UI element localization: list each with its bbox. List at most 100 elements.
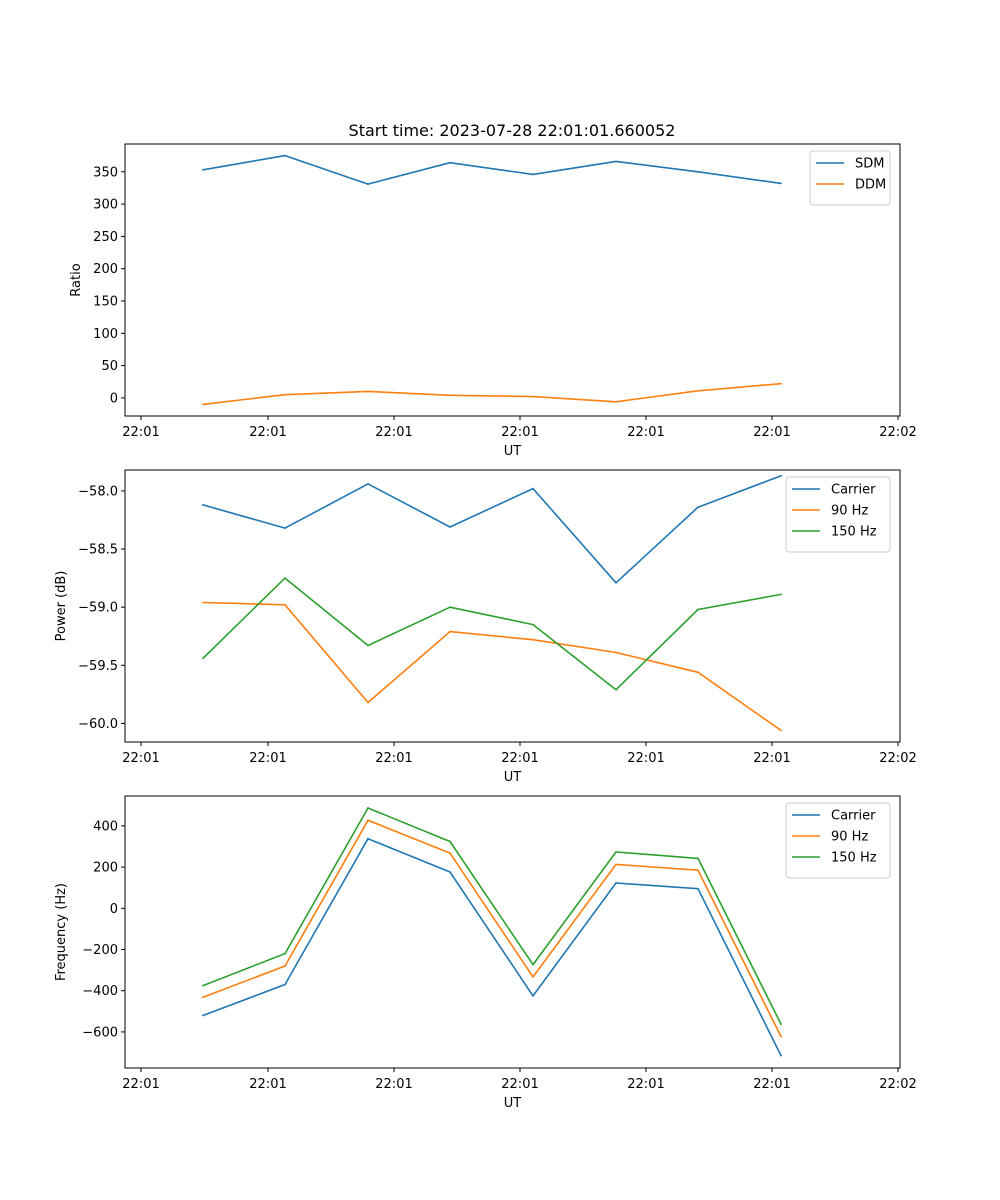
data-point <box>367 701 369 704</box>
x-tick-label: 22:01 <box>249 425 286 440</box>
data-point <box>615 160 617 163</box>
data-point <box>367 819 369 822</box>
data-point <box>697 869 699 872</box>
data-point <box>780 1023 782 1025</box>
legend-label: 150 Hz <box>831 525 877 540</box>
x-tick-label: 22:01 <box>375 1077 412 1092</box>
data-point <box>202 1014 204 1017</box>
y-tick-label: 0 <box>110 391 118 406</box>
data-point <box>449 161 451 164</box>
subplot-panels: 22:01 22:01 22:01 22:01 22:01 22:01 22:02 0 50 10… <box>54 143 917 1111</box>
series-line-carrier <box>202 475 782 584</box>
data-point <box>780 382 782 385</box>
x-axis-label: UT <box>504 770 522 785</box>
x-tick-label: 22:01 <box>501 1077 538 1092</box>
axes-frame <box>124 469 901 743</box>
y-tick-label: −59.5 <box>78 659 118 674</box>
series-line-90-hz <box>202 819 782 1037</box>
x-tick-label: 22:01 <box>249 751 286 766</box>
x-axis-label: UT <box>504 444 522 459</box>
legend-label: DDM <box>855 178 886 193</box>
subplot-2: 22:01 22:01 22:01 22:01 22:01 22:01 22:02 −60.0… <box>54 469 917 785</box>
data-point <box>449 871 451 873</box>
data-point <box>202 168 204 171</box>
data-point <box>615 581 617 584</box>
data-point <box>780 1054 782 1057</box>
data-point <box>532 173 534 176</box>
data-point <box>367 807 369 809</box>
data-point <box>780 474 782 477</box>
x-tick-label: 22:01 <box>122 425 159 440</box>
y-tick-label: 200 <box>93 262 118 277</box>
y-tick-label: 250 <box>93 230 118 245</box>
series-line-150-hz <box>202 577 782 691</box>
legend-label: Carrier <box>831 483 876 498</box>
legend: Carrier 90 Hz 150 Hz <box>785 802 891 879</box>
legend-label: 150 Hz <box>831 851 877 866</box>
x-tick-label: 22:01 <box>627 751 664 766</box>
data-point <box>449 630 451 633</box>
data-point <box>615 882 617 884</box>
data-point <box>532 963 534 966</box>
data-point <box>697 671 699 674</box>
x-tick-label: 22:01 <box>627 1077 664 1092</box>
data-point <box>202 601 204 604</box>
x-tick-label: 22:01 <box>122 1077 159 1092</box>
data-point <box>367 644 369 647</box>
data-point <box>780 182 782 185</box>
data-point <box>284 965 286 967</box>
y-tick-label: −400 <box>82 984 118 999</box>
x-tick-label: 22:01 <box>375 751 412 766</box>
legend-box <box>785 802 891 879</box>
data-point <box>202 504 204 506</box>
y-tick-label: −600 <box>82 1025 118 1040</box>
data-point <box>202 996 204 999</box>
x-tick-label: 22:01 <box>375 425 412 440</box>
data-point <box>615 863 617 866</box>
subplot-3: 22:01 22:01 22:01 22:01 22:01 22:01 22:02 −600 −… <box>54 795 917 1111</box>
figure-title: Start time: 2023-07-28 22:01:01.660052 <box>349 121 676 140</box>
y-tick-label: −59.0 <box>78 601 118 616</box>
legend: Carrier 90 Hz 150 Hz <box>785 476 891 553</box>
data-point <box>284 952 286 955</box>
x-tick-label: 22:01 <box>501 425 538 440</box>
x-tick-label: 22:02 <box>879 751 916 766</box>
data-point <box>202 984 204 987</box>
data-point <box>449 852 451 854</box>
data-point <box>615 651 617 654</box>
x-tick-label: 22:01 <box>627 425 664 440</box>
data-point <box>615 851 617 853</box>
data-point <box>532 995 534 997</box>
data-point <box>780 729 782 732</box>
legend-label: 90 Hz <box>831 830 868 845</box>
series-line-90-hz <box>202 601 782 732</box>
series-line-ddm <box>202 382 782 406</box>
x-tick-label: 22:01 <box>753 1077 790 1092</box>
data-point <box>532 638 534 641</box>
y-tick-label: −58.0 <box>78 484 118 499</box>
series-line-150-hz <box>202 807 782 1025</box>
y-axis-label: Ratio <box>69 263 84 296</box>
data-point <box>367 183 369 186</box>
data-point <box>697 887 699 890</box>
axes-frame <box>124 795 901 1069</box>
data-point <box>615 688 617 691</box>
data-point <box>615 400 617 403</box>
y-axis-label: Power (dB) <box>54 571 69 642</box>
legend-box <box>785 476 891 553</box>
legend-label: Carrier <box>831 809 876 824</box>
data-point <box>367 837 369 840</box>
series-line-carrier <box>202 837 782 1056</box>
data-point <box>697 506 699 509</box>
y-tick-label: −200 <box>82 943 118 958</box>
data-point <box>367 483 369 485</box>
data-point <box>284 527 286 529</box>
y-tick-label: 350 <box>93 165 118 180</box>
data-point <box>449 606 451 609</box>
y-tick-label: −60.0 <box>78 717 118 732</box>
x-tick-label: 22:02 <box>879 1077 916 1092</box>
y-axis-label: Frequency (Hz) <box>54 883 69 981</box>
data-point <box>532 976 534 978</box>
legend-label: 90 Hz <box>831 504 868 519</box>
x-tick-label: 22:01 <box>501 751 538 766</box>
